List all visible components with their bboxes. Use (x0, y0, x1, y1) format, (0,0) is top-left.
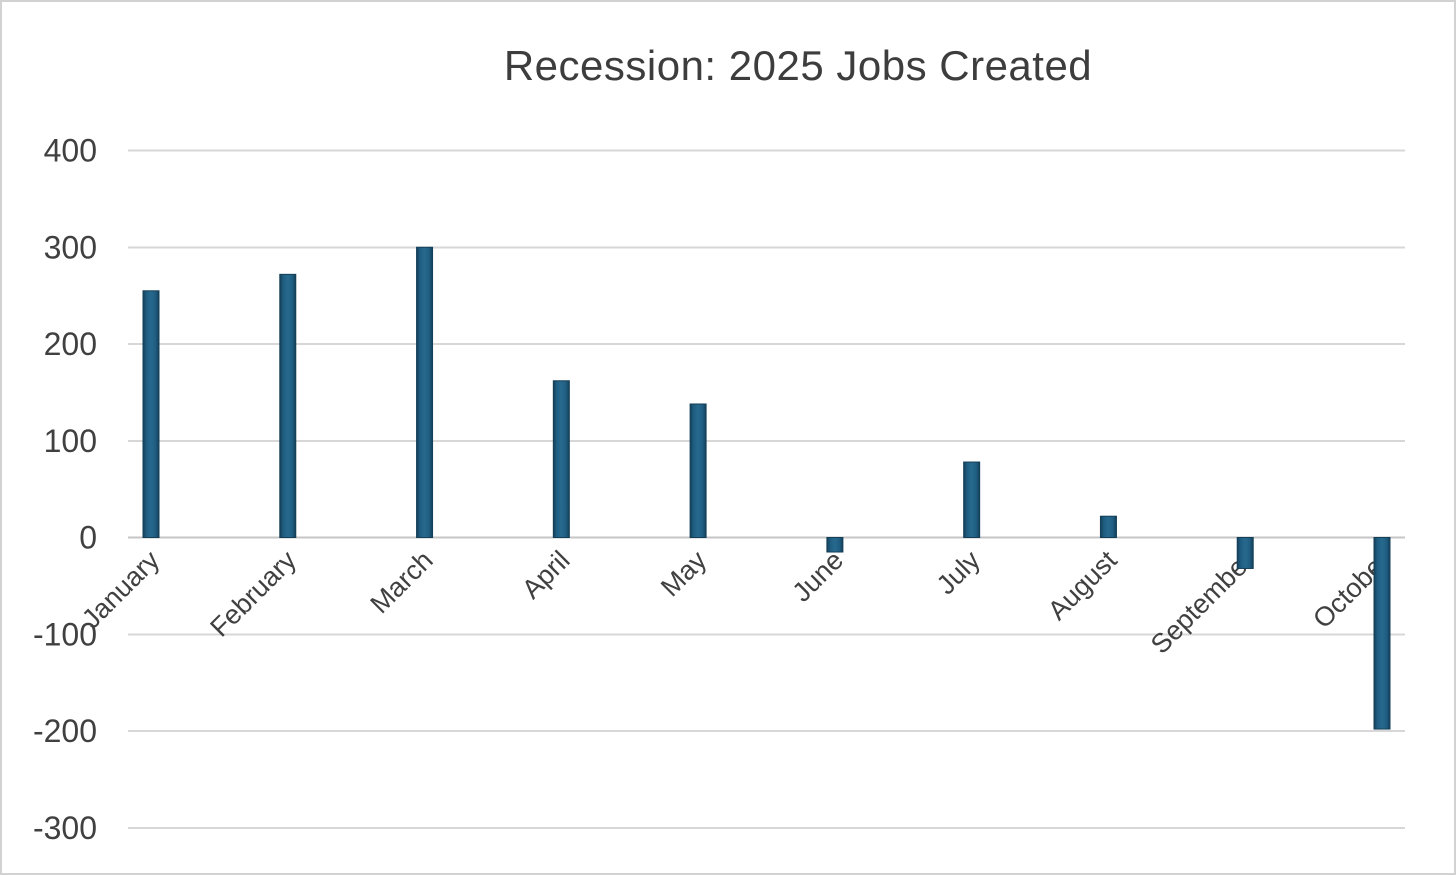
bar-april (552, 380, 570, 539)
bar-july (963, 461, 981, 538)
x-axis-label-april: April (516, 545, 575, 604)
y-axis-label--200: -200 (33, 713, 97, 749)
y-axis-label-400: 400 (44, 133, 97, 169)
x-axis-label-march: March (365, 545, 439, 619)
y-axis-label--300: -300 (33, 810, 97, 846)
x-axis-label-august: August (1042, 545, 1123, 626)
x-axis-label-july: July (931, 545, 987, 601)
y-axis-label-100: 100 (44, 423, 97, 459)
bar-january (142, 290, 160, 538)
x-axis-label-june: June (787, 545, 850, 608)
x-axis-label-february: February (204, 545, 302, 643)
y-axis-label-300: 300 (44, 229, 97, 265)
bar-june (826, 537, 844, 553)
bar-october (1373, 537, 1391, 730)
y-axis-label-0: 0 (79, 520, 97, 556)
y-axis-label-200: 200 (44, 326, 97, 362)
x-axis-label-may: May (655, 545, 713, 603)
y-axis-label--100: -100 (33, 616, 97, 652)
chart-title: Recession: 2025 Jobs Created (503, 42, 1093, 89)
bar-february (279, 273, 297, 538)
bar-may (689, 403, 707, 538)
bar-september (1236, 537, 1254, 569)
bar-march (416, 246, 434, 538)
bar-august (1099, 515, 1117, 539)
